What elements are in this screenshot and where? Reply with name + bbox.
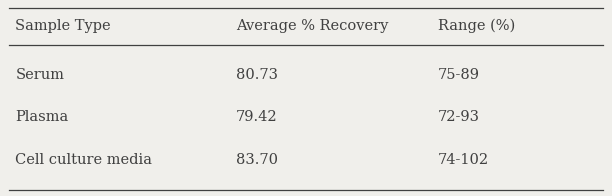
Text: 72-93: 72-93 — [438, 110, 480, 124]
Text: Serum: Serum — [15, 68, 64, 83]
Text: 79.42: 79.42 — [236, 110, 277, 124]
Text: Average % Recovery: Average % Recovery — [236, 19, 388, 33]
Text: Cell culture media: Cell culture media — [15, 153, 152, 167]
Text: 74-102: 74-102 — [438, 153, 489, 167]
Text: Sample Type: Sample Type — [15, 19, 111, 33]
Text: 75-89: 75-89 — [438, 68, 480, 83]
Text: 83.70: 83.70 — [236, 153, 278, 167]
Text: Plasma: Plasma — [15, 110, 69, 124]
Text: Range (%): Range (%) — [438, 19, 515, 33]
Text: 80.73: 80.73 — [236, 68, 278, 83]
